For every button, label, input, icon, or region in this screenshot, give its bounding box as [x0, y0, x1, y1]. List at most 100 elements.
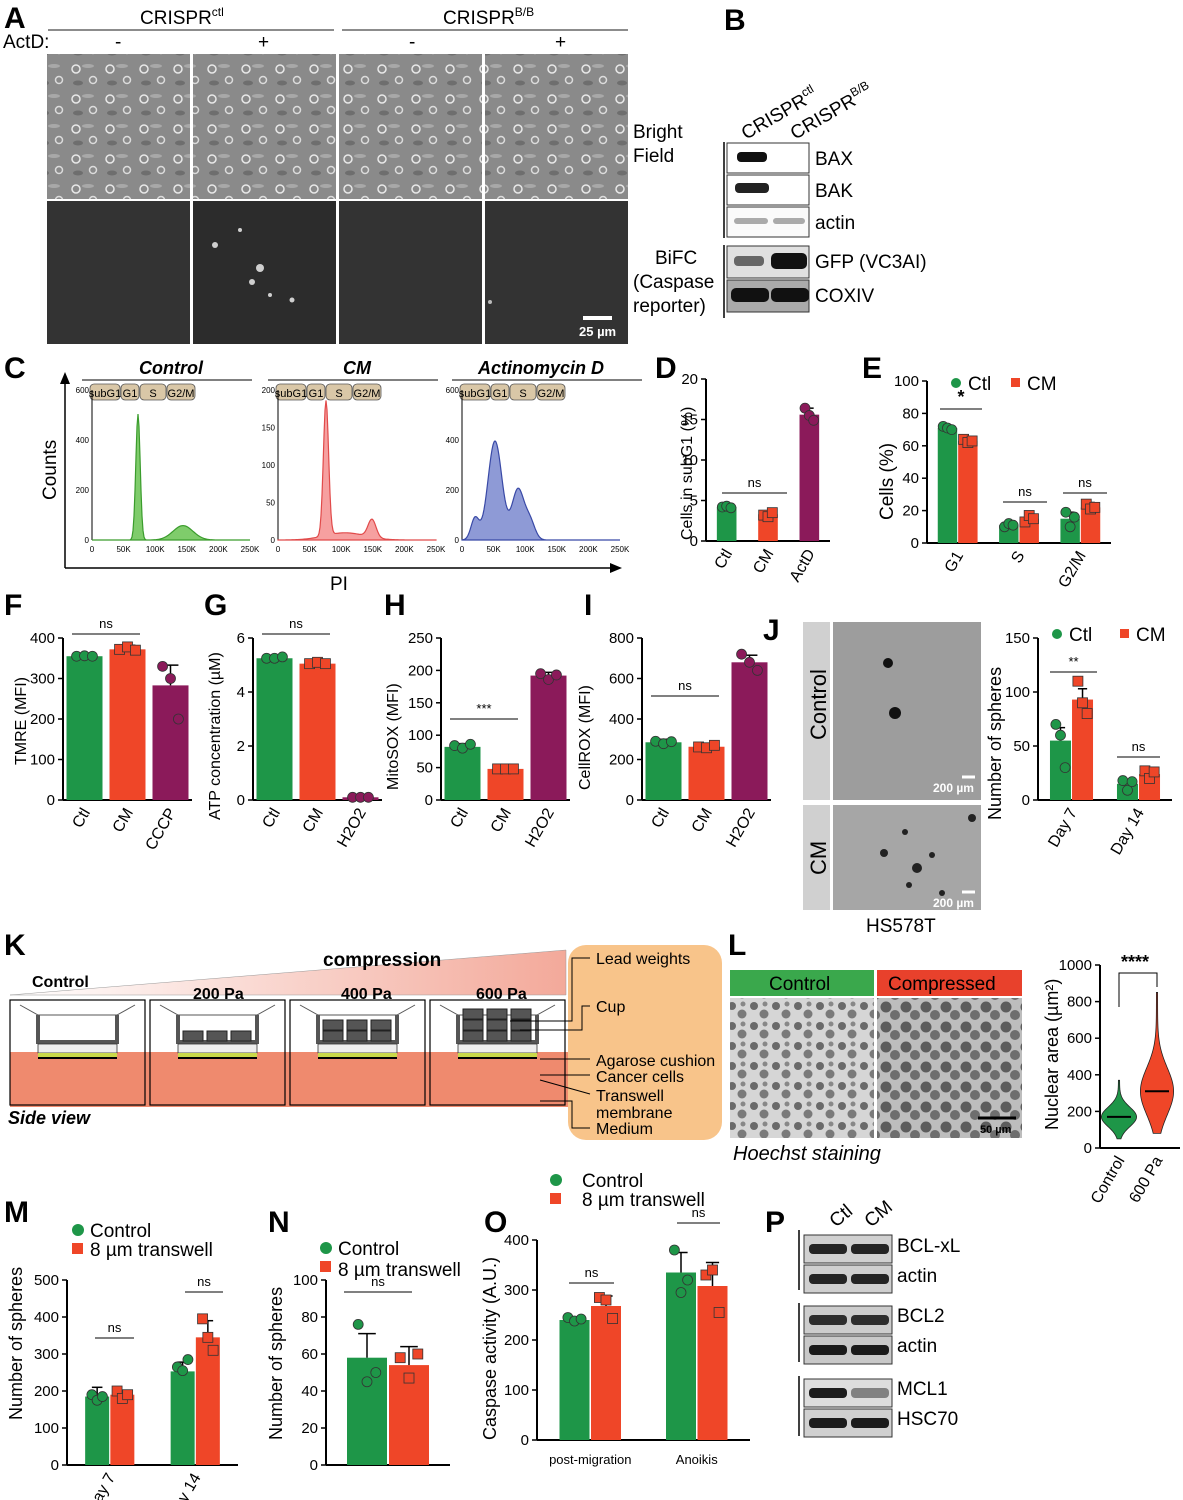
hist-title: Actinomycin D: [477, 358, 604, 378]
well-frame: [149, 999, 286, 1106]
p-lane-cm: CM: [861, 1197, 897, 1232]
hist-x-tick: 150K: [177, 545, 196, 554]
data-point: [173, 713, 184, 725]
blot-band: [851, 1244, 889, 1254]
data-point: [363, 791, 374, 803]
brightfield-image-1: [47, 54, 190, 199]
group2-label: CRISPRB/B: [443, 5, 534, 29]
data-point: [403, 1372, 415, 1384]
blot-band: [809, 1418, 847, 1428]
data-point: [1148, 766, 1160, 778]
j-scale-2: 200 µm: [933, 896, 974, 910]
data-point: [207, 1344, 219, 1356]
bar: [444, 746, 481, 800]
panel-n: N Control 8 µm transwell Number of spher…: [266, 1206, 461, 1474]
x-tick-label: CM: [689, 806, 716, 836]
row-label-field: Field: [633, 146, 674, 167]
y-tick-label: 200: [504, 1332, 529, 1349]
counts-label: Counts: [40, 440, 61, 500]
bar: [958, 440, 978, 543]
data-point: [736, 648, 747, 660]
phase-gate: [490, 383, 510, 401]
brightfield-image-2: [193, 54, 336, 199]
lead-weight: [370, 1030, 392, 1042]
data-point: [182, 1354, 194, 1365]
y-tick-label: 0: [690, 533, 698, 550]
actd-plus-2: +: [555, 32, 566, 53]
sig-label: ns: [197, 1274, 211, 1289]
phase-gate: [89, 383, 121, 401]
y-tick-label: 0: [51, 1457, 59, 1474]
agarose: [177, 1043, 258, 1054]
phase-gate: [509, 383, 537, 401]
l-header-compressed: [877, 970, 1022, 996]
hist-x-tick: 200K: [395, 545, 414, 554]
p-band-bclxl: BCL-xL: [897, 1236, 960, 1257]
data-point: [412, 1348, 424, 1360]
data-point: [1072, 675, 1084, 687]
lead-weight: [462, 1008, 484, 1020]
data-point: [725, 502, 737, 514]
y-tick-label: 250: [408, 630, 433, 647]
item-lead-weights: Lead weights: [596, 951, 690, 968]
cup-wall: [176, 1015, 259, 1044]
p-band-hsc70: HSC70: [897, 1409, 958, 1430]
lead-weight: [322, 1019, 344, 1031]
panel-label-o: O: [484, 1206, 507, 1239]
phase-label: subG1: [459, 388, 491, 400]
panel-g: G ATP concentration (µM) 0 2 4 6 Ctl CM H2O2 ns: [204, 589, 382, 850]
cancer-cells: [178, 1053, 257, 1057]
data-point: [1028, 513, 1039, 525]
hist-x-tick: 0: [276, 545, 281, 554]
phase-label: S: [335, 388, 342, 400]
lead-weight: [510, 1030, 532, 1042]
agarose: [457, 1043, 538, 1054]
phase-gate: [459, 383, 491, 401]
cancer-cells: [38, 1053, 117, 1057]
band-bax: BAX: [815, 149, 853, 170]
data-point: [535, 668, 546, 680]
g-ylabel: ATP concentration (µM): [207, 652, 224, 820]
y-tick-label: 200: [609, 752, 634, 769]
cancer-cells: [458, 1053, 537, 1057]
lead-weight: [206, 1030, 228, 1042]
hist-x-tick: 50K: [302, 545, 317, 554]
data-point: [707, 1264, 718, 1276]
panel-e: E Cells (%) Ctl CM 0 20 40 60 80 100 G1 S G2/M * n…: [862, 352, 1111, 591]
lead-weight: [510, 1008, 532, 1020]
l-scale: 50 µm: [980, 1124, 1012, 1136]
o-legend-control: Control: [582, 1171, 643, 1192]
l-header-control: [730, 970, 874, 996]
data-point: [165, 673, 176, 684]
histogram: [461, 440, 620, 541]
y-tick-label: 200: [34, 1383, 59, 1400]
blot-band: [851, 1388, 889, 1398]
phase-label: G2/M: [168, 388, 195, 400]
y-tick-label: 200: [1067, 1103, 1092, 1120]
phase-label: subG1: [89, 388, 121, 400]
x-tick-label: Ctl: [69, 806, 94, 831]
bar: [347, 1357, 387, 1465]
panel-b: B CRISPRctl CRISPRB/B BAX BAK actin GFP …: [723, 4, 927, 318]
lead-weight: [182, 1030, 204, 1042]
panel-label-f: F: [4, 589, 22, 622]
e-ylabel: Cells (%): [877, 443, 898, 520]
panel-i: I CellROX (MFI) 0 200 400 600 800 Ctl CM H2O2 ns: [577, 589, 771, 850]
sig-label: ns: [99, 616, 113, 631]
hist-x-tick: 250K: [611, 545, 630, 554]
y-tick-label: 2: [237, 738, 245, 755]
j-row-tab-2: [803, 805, 830, 910]
well-frame: [9, 999, 146, 1106]
j-ylabel: Number of spheres: [985, 667, 1005, 820]
y-tick-label: 50: [1013, 738, 1030, 755]
y-tick-label: 15: [681, 412, 698, 429]
sig-label: ns: [289, 616, 303, 631]
data-point: [675, 1287, 687, 1298]
bar: [731, 662, 768, 800]
l-header-compressed-text: Compressed: [888, 974, 996, 995]
n-ylabel: Number of spheres: [266, 1287, 286, 1440]
data-point: [1064, 521, 1076, 533]
data-point: [1126, 776, 1138, 788]
y-tick-label: 20: [902, 503, 919, 520]
panel-label-l: L: [728, 929, 746, 962]
